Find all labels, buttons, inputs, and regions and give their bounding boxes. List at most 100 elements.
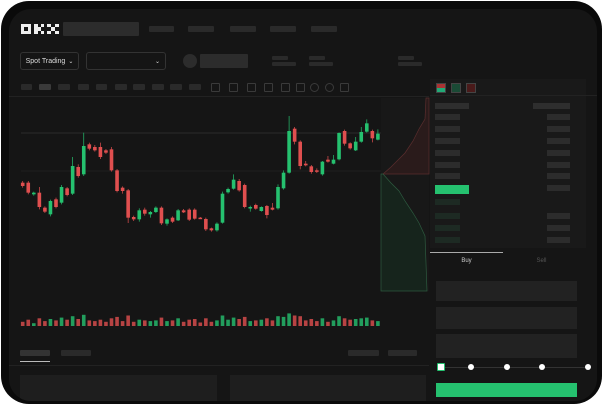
slider-handle[interactable] <box>437 363 445 371</box>
timeframe-button[interactable] <box>96 84 107 90</box>
candle-body <box>226 189 230 193</box>
stat-label <box>398 56 414 60</box>
chevron-down-icon[interactable] <box>229 83 238 92</box>
candle-body <box>176 210 180 221</box>
pair-price <box>200 54 248 68</box>
ask-price <box>435 126 460 132</box>
tab-open-orders[interactable] <box>20 350 50 356</box>
tab-buy[interactable]: Buy <box>461 258 472 264</box>
candle-body <box>87 144 92 149</box>
volume-bar <box>303 320 308 326</box>
amount-slider[interactable] <box>437 363 591 371</box>
candle-body <box>370 131 375 139</box>
ruler-icon[interactable] <box>296 83 305 92</box>
timeframe-button[interactable] <box>152 84 164 90</box>
slider-stop[interactable] <box>539 364 545 370</box>
nav-item[interactable] <box>149 26 174 32</box>
filter-button[interactable] <box>388 350 417 356</box>
volume-bar <box>220 315 225 326</box>
volume-bar <box>265 318 269 326</box>
amount-input[interactable] <box>436 307 577 329</box>
timeframe-button[interactable] <box>58 84 70 90</box>
candle-body <box>365 123 369 132</box>
spot-trading-label: Spot Trading <box>25 57 66 65</box>
candle-body <box>204 219 208 230</box>
volume-bar <box>137 319 142 326</box>
price-input[interactable] <box>436 281 577 301</box>
ask-price <box>435 138 460 144</box>
settings-icon[interactable] <box>325 83 334 92</box>
filter-button[interactable] <box>348 350 379 356</box>
timeframe-button[interactable] <box>78 84 89 90</box>
total-input[interactable] <box>436 334 577 358</box>
volume-bar <box>198 322 203 326</box>
tab-sell[interactable]: Sell <box>536 258 547 264</box>
volume-bar <box>43 321 47 326</box>
timeframe-button[interactable] <box>189 84 201 90</box>
volume-bar <box>48 319 53 326</box>
order-card <box>230 375 426 401</box>
candlestick-chart <box>20 97 430 326</box>
nav-item[interactable] <box>188 26 214 32</box>
ask-amount <box>547 173 570 179</box>
mid-price-bar[interactable] <box>435 185 469 194</box>
okx-logo[interactable] <box>21 24 59 34</box>
volume-bar <box>54 320 58 326</box>
nav-item[interactable] <box>230 26 256 32</box>
camera-icon[interactable] <box>310 83 319 92</box>
volume-bar <box>192 319 197 326</box>
candle-body <box>315 170 319 172</box>
volume-bar <box>270 320 275 326</box>
slider-stop[interactable] <box>585 364 591 370</box>
volume-bar <box>148 321 153 326</box>
volume-bar <box>131 321 136 326</box>
order-book-asks-icon[interactable] <box>466 83 476 93</box>
volume-bar <box>365 317 369 326</box>
slider-stop[interactable] <box>468 364 474 370</box>
timeframe-button[interactable] <box>133 84 145 90</box>
timeframe-button[interactable] <box>170 84 182 90</box>
timeframe-button[interactable] <box>21 84 32 90</box>
candle-body <box>220 193 225 223</box>
nav-item[interactable] <box>270 26 296 32</box>
candle-body <box>115 170 119 191</box>
nav-item[interactable] <box>311 26 337 32</box>
candle-body <box>337 133 341 160</box>
volume-bar <box>259 319 264 326</box>
buy-button[interactable] <box>436 383 577 397</box>
pair-dropdown[interactable]: ⌄ <box>86 52 166 70</box>
volume-bar <box>376 321 380 326</box>
tab-order-history[interactable] <box>61 350 91 356</box>
chevron-down-icon[interactable] <box>264 83 273 92</box>
order-book-bids-icon[interactable] <box>451 83 461 93</box>
search-bar[interactable] <box>63 22 139 36</box>
fullscreen-icon[interactable] <box>340 83 349 92</box>
timeframe-button[interactable] <box>115 84 127 90</box>
volume-bar <box>154 320 158 326</box>
candle-body <box>248 207 253 209</box>
candle-body <box>292 128 297 142</box>
order-book-both-icon[interactable] <box>436 83 446 93</box>
slider-stop[interactable] <box>504 364 510 370</box>
candle-type-icon[interactable] <box>211 83 220 92</box>
candle-body <box>376 133 380 140</box>
candle-body <box>192 209 197 219</box>
candle-body <box>26 182 31 193</box>
bid-price <box>435 237 460 243</box>
spot-trading-dropdown[interactable]: Spot Trading ⌄ <box>20 52 79 70</box>
volume-bar <box>26 319 31 326</box>
volume-bar <box>115 316 119 326</box>
line-tool-icon[interactable] <box>281 83 290 92</box>
volume-bar <box>337 316 341 326</box>
candle-body <box>170 217 175 222</box>
timeframe-button[interactable] <box>39 84 51 90</box>
trading-screen: Spot Trading ⌄ ⌄ Buy Sell <box>9 9 597 401</box>
ask-amount <box>547 162 570 168</box>
volume-bar <box>292 315 297 326</box>
indicator-icon[interactable] <box>247 83 256 92</box>
tab-active-underline <box>20 361 50 362</box>
volume-bar <box>309 319 314 326</box>
volume-bar <box>87 320 92 326</box>
candle-body <box>281 172 286 189</box>
